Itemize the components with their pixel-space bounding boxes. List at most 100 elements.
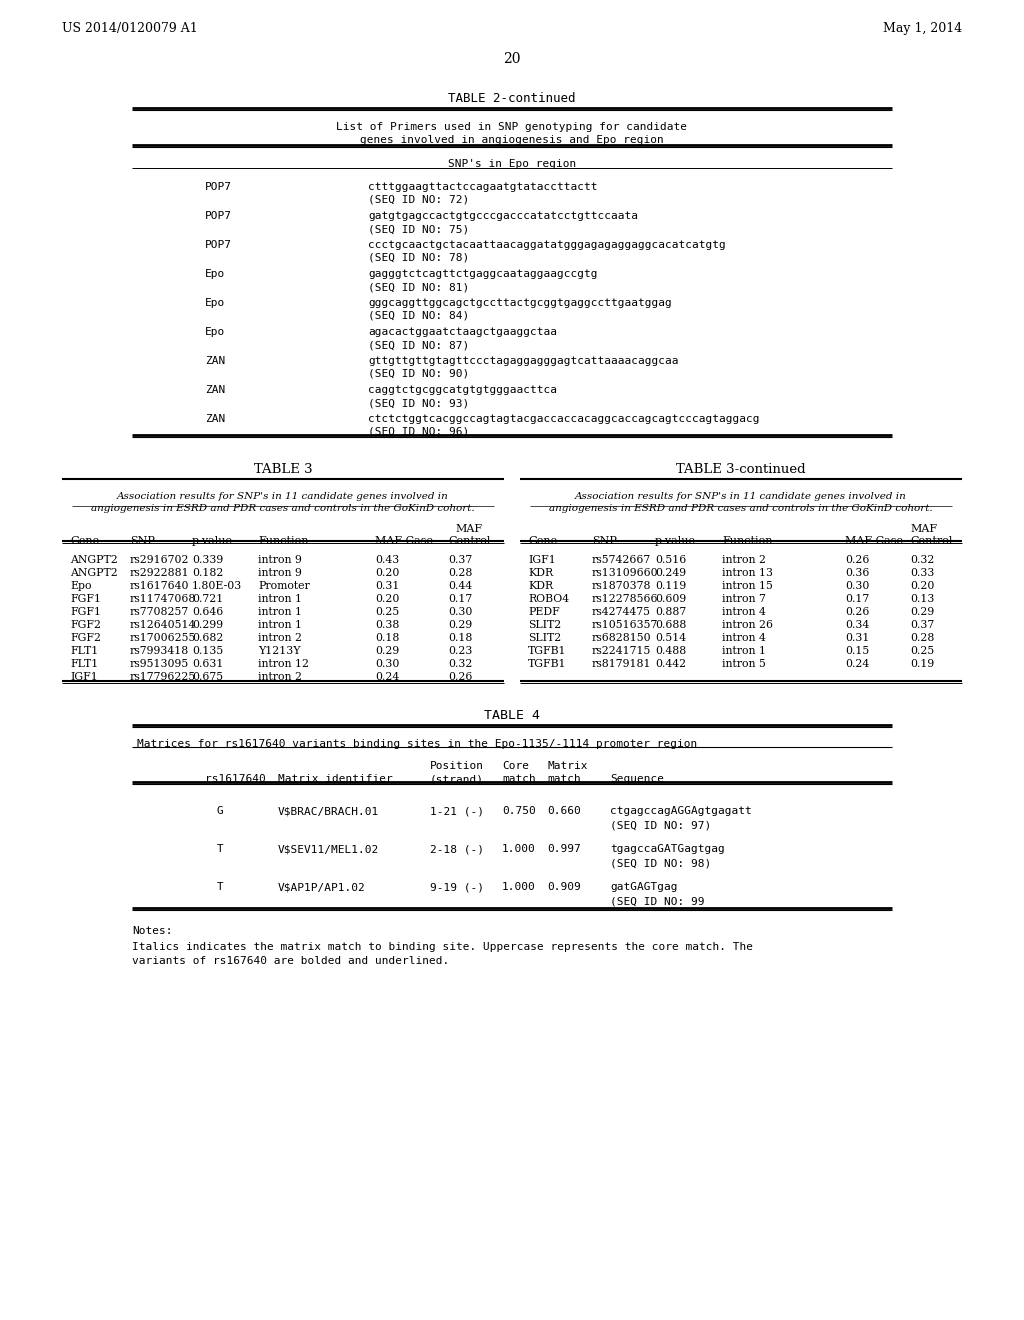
Text: intron 4: intron 4 <box>722 607 766 616</box>
Text: 0.488: 0.488 <box>655 645 686 656</box>
Text: 0.20: 0.20 <box>375 568 399 578</box>
Text: TABLE 3: TABLE 3 <box>254 463 312 477</box>
Text: 0.26: 0.26 <box>449 672 472 682</box>
Text: Position: Position <box>430 762 484 771</box>
Text: Italics indicates the matrix match to binding site. Uppercase represents the cor: Italics indicates the matrix match to bi… <box>132 942 753 952</box>
Text: ctgagccagAGGAgtgagatt: ctgagccagAGGAgtgagatt <box>610 807 752 816</box>
Text: intron 13: intron 13 <box>722 568 773 578</box>
Text: Sequence: Sequence <box>610 774 664 784</box>
Text: p-value: p-value <box>193 536 233 546</box>
Text: TABLE 3-continued: TABLE 3-continued <box>676 463 806 477</box>
Text: 0.31: 0.31 <box>375 581 399 591</box>
Text: List of Primers used in SNP genotyping for candidate: List of Primers used in SNP genotyping f… <box>337 121 687 132</box>
Text: 0.13: 0.13 <box>910 594 934 605</box>
Text: Matrix identifier: Matrix identifier <box>278 774 393 784</box>
Text: 0.37: 0.37 <box>449 554 472 565</box>
Text: 0.20: 0.20 <box>910 581 934 591</box>
Text: V$BRAC/BRACH.01: V$BRAC/BRACH.01 <box>278 807 379 816</box>
Text: 0.721: 0.721 <box>193 594 223 605</box>
Text: rs2241715: rs2241715 <box>592 645 651 656</box>
Text: 0.43: 0.43 <box>375 554 399 565</box>
Text: 0.646: 0.646 <box>193 607 223 616</box>
Text: SNP's in Epo region: SNP's in Epo region <box>447 158 577 169</box>
Text: ZAN: ZAN <box>205 356 225 366</box>
Text: intron 7: intron 7 <box>722 594 766 605</box>
Text: 0.135: 0.135 <box>193 645 223 656</box>
Text: (SEQ ID NO: 78): (SEQ ID NO: 78) <box>368 253 469 263</box>
Text: 0.182: 0.182 <box>193 568 223 578</box>
Text: 0.28: 0.28 <box>910 634 934 643</box>
Text: Matrix: Matrix <box>547 762 588 771</box>
Text: rs10516357: rs10516357 <box>592 620 658 630</box>
Text: Association results for SNP's in 11 candidate genes involved in: Association results for SNP's in 11 cand… <box>117 492 449 502</box>
Text: ANGPT2: ANGPT2 <box>70 554 118 565</box>
Text: MAF: MAF <box>910 524 937 535</box>
Text: Control: Control <box>449 536 490 546</box>
Text: 0.19: 0.19 <box>910 659 934 669</box>
Text: 0.32: 0.32 <box>910 554 934 565</box>
Text: 0.17: 0.17 <box>449 594 472 605</box>
Text: Matrices for rs1617640 variants binding sites in the Epo-1135/-1114 promoter reg: Matrices for rs1617640 variants binding … <box>137 739 697 748</box>
Text: SNP: SNP <box>130 536 155 546</box>
Text: 0.442: 0.442 <box>655 659 686 669</box>
Text: 0.17: 0.17 <box>845 594 869 605</box>
Text: ROBO4: ROBO4 <box>528 594 569 605</box>
Text: SLIT2: SLIT2 <box>528 620 561 630</box>
Text: Y1213Y: Y1213Y <box>258 645 300 656</box>
Text: rs2916702: rs2916702 <box>130 554 189 565</box>
Text: SLIT2: SLIT2 <box>528 634 561 643</box>
Text: rs7993418: rs7993418 <box>130 645 189 656</box>
Text: TGFB1: TGFB1 <box>528 645 566 656</box>
Text: 0.29: 0.29 <box>449 620 472 630</box>
Text: 0.631: 0.631 <box>193 659 223 669</box>
Text: tgagccaGATGagtgag: tgagccaGATGagtgag <box>610 843 725 854</box>
Text: Function: Function <box>722 536 772 546</box>
Text: (SEQ ID NO: 72): (SEQ ID NO: 72) <box>368 195 469 205</box>
Text: rs17006255: rs17006255 <box>130 634 197 643</box>
Text: (SEQ ID NO: 96): (SEQ ID NO: 96) <box>368 426 469 437</box>
Text: ctttggaagttactccagaatgtataccttactt: ctttggaagttactccagaatgtataccttactt <box>368 182 597 191</box>
Text: MAF: MAF <box>455 524 482 535</box>
Text: May 1, 2014: May 1, 2014 <box>883 22 962 36</box>
Text: 0.18: 0.18 <box>449 634 472 643</box>
Text: angiogenesis in ESRD and PDR cases and controls in the GoKinD cohort.: angiogenesis in ESRD and PDR cases and c… <box>91 504 475 513</box>
Text: ccctgcaactgctacaattaacaggatatgggagagaggaggcacatcatgtg: ccctgcaactgctacaattaacaggatatgggagagagga… <box>368 240 726 249</box>
Text: rs11747068: rs11747068 <box>130 594 197 605</box>
Text: rs6828150: rs6828150 <box>592 634 651 643</box>
Text: rs12640514: rs12640514 <box>130 620 197 630</box>
Text: 0.339: 0.339 <box>193 554 223 565</box>
Text: (SEQ ID NO: 99: (SEQ ID NO: 99 <box>610 896 705 906</box>
Text: 0.33: 0.33 <box>910 568 934 578</box>
Text: 0.688: 0.688 <box>655 620 686 630</box>
Text: V$AP1P/AP1.02: V$AP1P/AP1.02 <box>278 882 366 892</box>
Text: 0.32: 0.32 <box>449 659 472 669</box>
Text: intron 4: intron 4 <box>722 634 766 643</box>
Text: 0.514: 0.514 <box>655 634 686 643</box>
Text: 0.29: 0.29 <box>910 607 934 616</box>
Text: (SEQ ID NO: 75): (SEQ ID NO: 75) <box>368 224 469 234</box>
Text: 0.30: 0.30 <box>845 581 869 591</box>
Text: intron 1: intron 1 <box>258 620 302 630</box>
Text: IGF1: IGF1 <box>70 672 97 682</box>
Text: Epo: Epo <box>70 581 91 591</box>
Text: intron 5: intron 5 <box>722 659 766 669</box>
Text: Association results for SNP's in 11 candidate genes involved in: Association results for SNP's in 11 cand… <box>575 492 907 502</box>
Text: intron 2: intron 2 <box>722 554 766 565</box>
Text: (SEQ ID NO: 81): (SEQ ID NO: 81) <box>368 282 469 292</box>
Text: (SEQ ID NO: 93): (SEQ ID NO: 93) <box>368 399 469 408</box>
Text: (SEQ ID NO: 87): (SEQ ID NO: 87) <box>368 341 469 350</box>
Text: Epo: Epo <box>205 298 225 308</box>
Text: 1.80E-03: 1.80E-03 <box>193 581 243 591</box>
Text: 0.15: 0.15 <box>845 645 869 656</box>
Text: MAF Case: MAF Case <box>845 536 903 546</box>
Text: gagggtctcagttctgaggcaataggaagccgtg: gagggtctcagttctgaggcaataggaagccgtg <box>368 269 597 279</box>
Text: 0.750: 0.750 <box>502 807 536 816</box>
Text: FGF2: FGF2 <box>70 620 101 630</box>
Text: rs17796225: rs17796225 <box>130 672 197 682</box>
Text: 20: 20 <box>503 51 521 66</box>
Text: gttgttgttgtagttccctagaggagggagtcattaaaacaggcaa: gttgttgttgtagttccctagaggagggagtcattaaaac… <box>368 356 679 366</box>
Text: TABLE 2-continued: TABLE 2-continued <box>449 92 575 106</box>
Text: 0.20: 0.20 <box>375 594 399 605</box>
Text: 0.119: 0.119 <box>655 581 686 591</box>
Text: 0.609: 0.609 <box>655 594 686 605</box>
